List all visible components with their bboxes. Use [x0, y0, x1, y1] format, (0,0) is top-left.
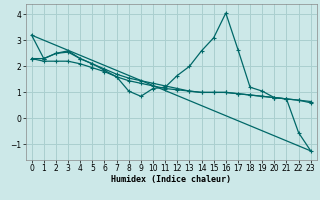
- X-axis label: Humidex (Indice chaleur): Humidex (Indice chaleur): [111, 175, 231, 184]
